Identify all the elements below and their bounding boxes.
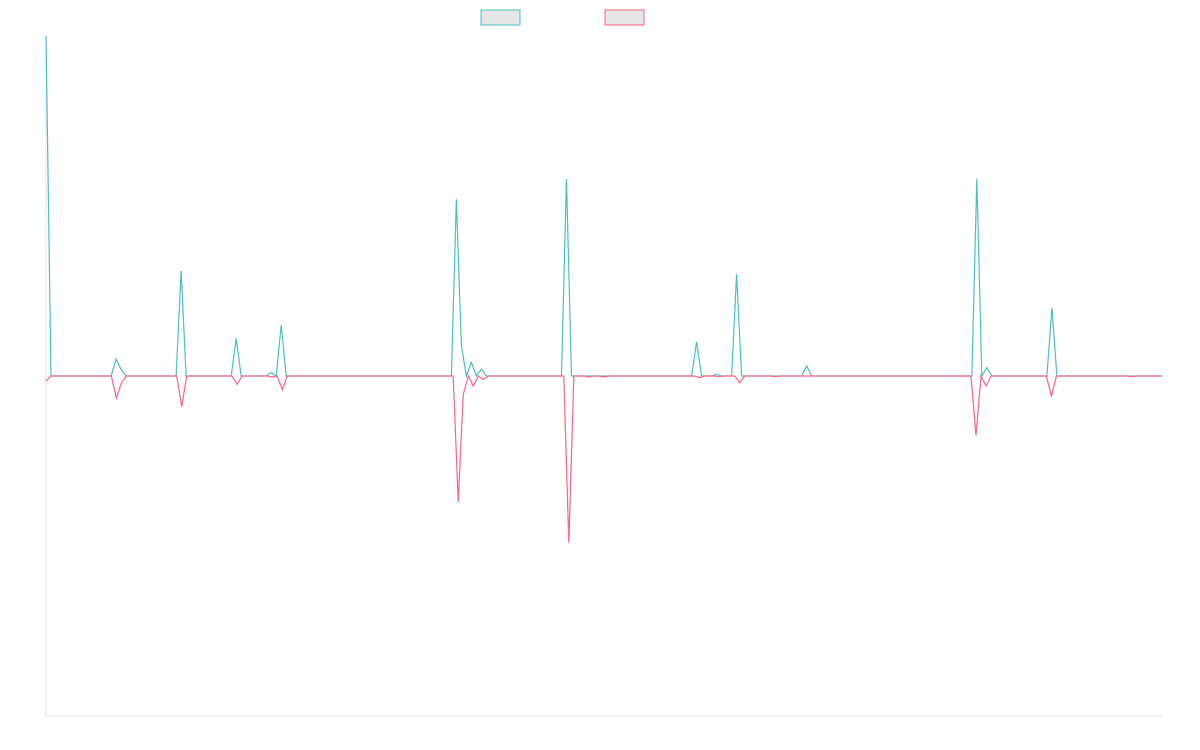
- chart-axes: [45, 36, 1162, 717]
- legend-swatch-series-1[interactable]: [480, 9, 521, 26]
- series-2-line: [45, 373, 1162, 543]
- series-1-line: [45, 35, 1162, 379]
- legend-swatch-series-2[interactable]: [604, 9, 645, 26]
- chart-legend: [480, 9, 645, 26]
- series-layer: [45, 35, 1162, 543]
